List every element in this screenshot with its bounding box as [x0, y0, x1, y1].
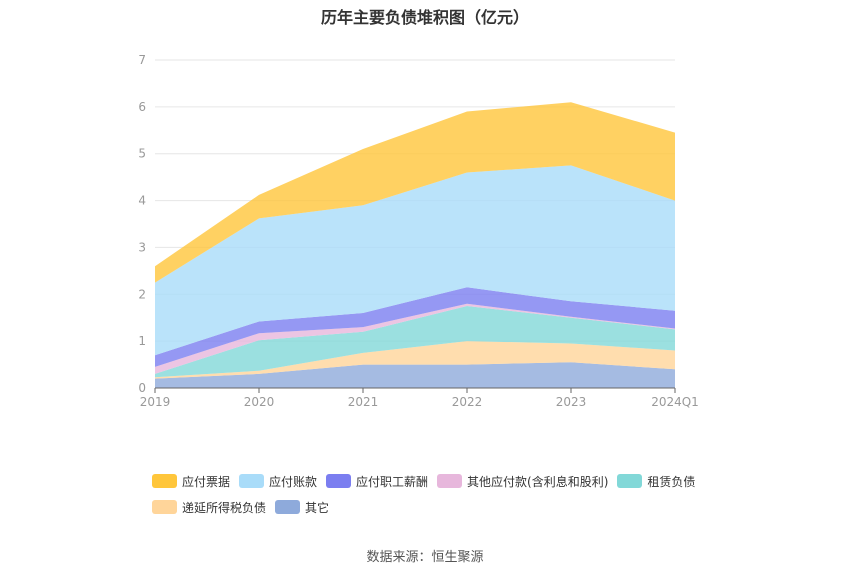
y-tick-label: 3: [138, 240, 146, 254]
legend-label: 递延所得税负债: [182, 500, 267, 515]
y-tick-label: 6: [138, 100, 146, 114]
area-series-其它: [155, 362, 675, 388]
x-tick-label: 2020: [244, 395, 275, 409]
area-series-应付职工薪酬: [155, 287, 675, 367]
x-tick-label: 2024Q1: [651, 395, 699, 409]
legend-item[interactable]: 递延所得税负债: [152, 498, 266, 516]
area-series-递延所得税负债: [155, 341, 675, 379]
stacked-area-chart: 0 1 2 3 4 5 6 7 2019 2020 2021 2022 2023 2024Q1: [138, 53, 699, 409]
chart-title: 历年主要负债堆积图（亿元）: [320, 8, 529, 27]
legend-swatch: [275, 500, 301, 514]
area-series-租赁负债: [155, 306, 675, 378]
legend-swatch: [437, 474, 463, 488]
data-source: 数据来源：恒生聚源: [366, 550, 484, 565]
x-tick-label: 2019: [140, 395, 171, 409]
legend-item[interactable]: 应付账款: [239, 472, 317, 490]
y-tick-label: 5: [138, 147, 146, 161]
legend-label: 租赁负债: [647, 474, 696, 489]
x-tick-label: 2021: [348, 395, 379, 409]
x-tick-label: 2023: [556, 395, 587, 409]
x-tick-label: 2022: [452, 395, 483, 409]
y-tick-label: 4: [138, 194, 146, 208]
y-tick-label: 2: [138, 287, 146, 301]
legend-item[interactable]: 租赁负债: [617, 472, 695, 490]
area-series-应付票据: [155, 102, 675, 283]
y-tick-label: 0: [138, 381, 146, 395]
legend-swatch: [152, 474, 177, 488]
y-tick-label: 1: [138, 334, 146, 348]
legend-item[interactable]: 应付职工薪酬: [326, 472, 428, 490]
legend-label: 应付账款: [269, 474, 318, 489]
area-series-其他应付款(含利息和股利): [155, 303, 675, 374]
legend-item[interactable]: 应付票据: [152, 472, 230, 490]
legend-label: 应付职工薪酬: [356, 474, 429, 489]
legend-swatch: [152, 500, 177, 514]
legend-swatch: [617, 474, 643, 488]
legend-label: 其它: [305, 500, 330, 515]
legend-swatch: [326, 474, 352, 488]
legend-label: 应付票据: [182, 474, 231, 489]
legend-swatch: [239, 474, 265, 488]
area-series-应付账款: [155, 165, 675, 356]
chart-legend: 应付票据 应付账款 应付职工薪酬 其他应付款(含利息和股利) 租赁负债递延所得税负债 其它: [152, 472, 712, 524]
y-tick-label: 7: [138, 53, 146, 67]
legend-label: 其他应付款(含利息和股利): [467, 474, 609, 489]
legend-item[interactable]: 其它: [275, 498, 329, 516]
legend-item[interactable]: 其他应付款(含利息和股利): [437, 472, 608, 490]
